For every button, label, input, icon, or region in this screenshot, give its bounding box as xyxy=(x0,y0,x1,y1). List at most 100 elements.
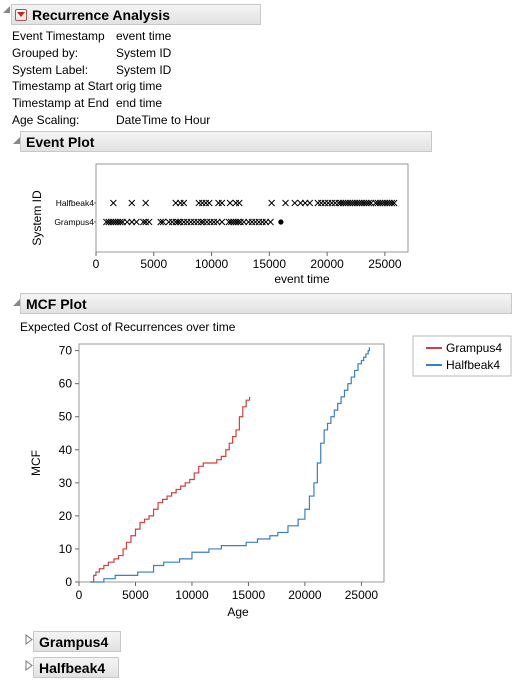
event-x-stroke xyxy=(365,199,373,207)
y-tick-label: 20 xyxy=(59,509,73,523)
info-value: orig time xyxy=(116,79,163,94)
x-tick-label: 20000 xyxy=(288,588,322,602)
y-category-label: Halfbeak4 xyxy=(56,198,95,208)
event-x-marker xyxy=(197,218,205,226)
x-axis-label: Age xyxy=(227,605,249,619)
mcf-series-line-0 xyxy=(90,396,251,583)
mcf-plot-chart: 0 10 20 30 40 50 60 70 0 5000 10000 15000 20000 25000… xyxy=(29,335,512,619)
info-value: DateTime to Hour xyxy=(116,113,211,127)
event-x-stroke xyxy=(226,199,234,207)
x-tick-label: 25000 xyxy=(368,257,402,271)
legend-box xyxy=(412,335,512,377)
x-tick-label: 25000 xyxy=(345,588,379,602)
event-x-marker xyxy=(226,199,234,207)
event-x-marker xyxy=(282,199,289,207)
expand-triangle-icon[interactable] xyxy=(25,634,33,645)
event-x-marker xyxy=(116,218,124,226)
info-value: System ID xyxy=(116,45,172,60)
y-tick-label: 70 xyxy=(59,344,73,358)
event-plot-chart: Halfbeak4 Grampus4 0 5000 10000 15000 20000 250… xyxy=(30,163,409,286)
event-x-marker xyxy=(133,218,140,226)
event-x-stroke xyxy=(218,218,226,226)
y-axis-label: MCF xyxy=(29,450,43,476)
mcf-plot-title: MCF Plot xyxy=(26,295,87,312)
info-value: event time xyxy=(116,29,172,43)
legend-label: Halfbeak4 xyxy=(446,358,500,372)
y-category-label: Grampus4 xyxy=(54,217,94,227)
event-x-stroke xyxy=(235,199,243,207)
event-plot-title: Event Plot xyxy=(26,133,95,150)
event-x-marker xyxy=(128,199,136,207)
event-x-stroke xyxy=(128,199,136,207)
x-tick-label: 5000 xyxy=(140,257,167,271)
y-axis-label: System ID xyxy=(30,190,44,246)
plot-frame xyxy=(95,163,409,253)
event-x-marker xyxy=(235,199,243,207)
event-x-stroke xyxy=(388,199,396,207)
event-x-marker xyxy=(268,199,275,207)
event-x-marker xyxy=(142,199,150,207)
mcf-plot-subtitle: Expected Cost of Recurrences over time xyxy=(20,320,236,334)
event-x-marker xyxy=(390,199,398,207)
event-x-marker xyxy=(140,218,147,226)
event-x-marker xyxy=(365,199,373,207)
x-tick-label: 15000 xyxy=(232,588,266,602)
event-x-stroke xyxy=(174,218,182,226)
event-x-marker xyxy=(234,218,242,226)
event-x-stroke xyxy=(116,218,124,226)
event-x-stroke xyxy=(140,218,147,226)
x-axis-label: event time xyxy=(274,272,330,286)
report-title: Recurrence Analysis xyxy=(32,6,170,23)
info-value: System ID xyxy=(116,62,172,77)
event-x-stroke xyxy=(306,199,314,207)
halfbeak-section-title: Halfbeak4 xyxy=(39,659,106,676)
event-x-marker xyxy=(180,199,188,207)
event-x-marker xyxy=(388,199,396,207)
event-x-marker xyxy=(174,218,182,226)
event-x-stroke xyxy=(268,199,275,207)
x-tick-label: 10000 xyxy=(175,588,209,602)
event-x-stroke xyxy=(145,218,153,226)
event-x-marker xyxy=(291,199,299,207)
plot-frame xyxy=(78,343,385,583)
info-label: Age Scaling: xyxy=(12,113,80,127)
event-x-stroke xyxy=(180,199,188,207)
event-plot-header[interactable]: Event Plot xyxy=(20,131,432,152)
event-x-stroke xyxy=(157,218,165,226)
event-x-marker xyxy=(267,218,274,226)
collapse-triangle-icon[interactable] xyxy=(12,136,21,145)
y-tick-label: 60 xyxy=(59,377,73,391)
event-x-stroke xyxy=(390,199,398,207)
legend: Grampus4 Halfbeak4 xyxy=(412,335,512,377)
grampus-section-title: Grampus4 xyxy=(39,633,109,650)
expand-triangle-icon[interactable] xyxy=(25,660,33,671)
event-x-stroke xyxy=(282,199,289,207)
event-x-stroke xyxy=(159,218,167,226)
collapse-triangle-icon[interactable] xyxy=(12,298,21,307)
event-x-marker xyxy=(218,199,226,207)
event-x-stroke xyxy=(197,218,205,226)
info-label: Timestamp at End xyxy=(12,96,109,111)
mcf-series-line-1 xyxy=(90,347,370,583)
event-x-marker xyxy=(157,218,165,226)
info-label: Timestamp at Start xyxy=(12,79,113,94)
grampus-section-header[interactable]: Grampus4 xyxy=(33,631,121,652)
y-tick-label: 10 xyxy=(59,542,73,556)
event-x-stroke xyxy=(133,218,140,226)
event-x-stroke xyxy=(205,199,213,207)
collapse-triangle-icon[interactable] xyxy=(2,5,11,14)
x-tick-label: 0 xyxy=(76,588,83,602)
event-x-marker xyxy=(145,218,153,226)
mcf-plot-header[interactable]: MCF Plot xyxy=(20,293,512,314)
event-x-marker xyxy=(205,199,213,207)
y-tick-label: 50 xyxy=(59,410,73,424)
recurrence-analysis-header[interactable]: Recurrence Analysis xyxy=(11,4,261,25)
info-label: Grouped by: xyxy=(12,45,79,60)
x-tick-label: 20000 xyxy=(310,257,344,271)
red-triangle-menu-icon[interactable] xyxy=(15,8,27,21)
event-x-stroke xyxy=(291,199,299,207)
x-tick-label: 10000 xyxy=(195,257,229,271)
info-label: System Label: xyxy=(12,62,89,77)
event-x-marker xyxy=(159,218,167,226)
halfbeak-section-header[interactable]: Halfbeak4 xyxy=(33,657,119,678)
